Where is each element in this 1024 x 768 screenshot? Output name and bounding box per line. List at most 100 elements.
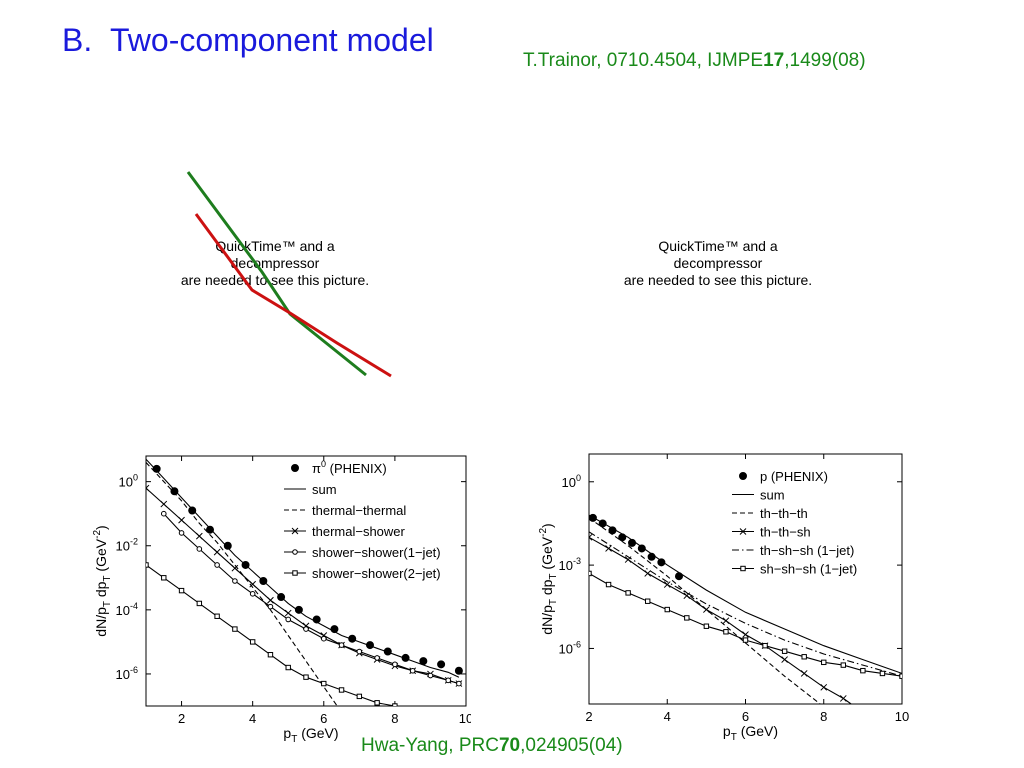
data-point [356, 693, 363, 700]
data-point [152, 464, 161, 473]
data-point [206, 525, 214, 534]
data-point [454, 666, 463, 675]
chart-svg: 2 4 6 8 10 100 10-2 10-4 10-6 pT (GeV) dN/pT dpT (… [92, 455, 471, 745]
citation-bottom-volume: 70 [498, 735, 521, 756]
series-sum [589, 514, 902, 674]
y-axis-label: dN/pT dpT (GeV-2) [92, 525, 113, 636]
data-point [161, 575, 167, 581]
x-axis-label: pT (GeV) [723, 723, 778, 743]
legend-marker [291, 464, 299, 472]
data-point [821, 659, 827, 666]
data-point [267, 652, 274, 658]
data-point [146, 562, 149, 568]
data-point [338, 687, 345, 693]
data-point [657, 558, 666, 567]
data-point [178, 587, 185, 594]
data-point [703, 623, 710, 629]
legend-marker [292, 549, 298, 555]
data-point [605, 545, 612, 552]
legend: π0 (PHENIX) sum thermal−thermal thermal−sho… [284, 459, 441, 581]
y-tick-label: 10-2 [116, 537, 138, 554]
slide-title: B. Two-component model [62, 22, 434, 59]
data-point [879, 670, 886, 677]
data-point [214, 562, 220, 568]
x-tick-label: 6 [320, 711, 327, 726]
data-point [820, 683, 828, 691]
series-shower-shower-1-jet [160, 510, 462, 687]
green-slope-line [186, 171, 367, 377]
data-point [374, 700, 380, 706]
series-line [589, 531, 902, 677]
x-tick-label: 10 [895, 709, 909, 724]
data-point [285, 616, 292, 623]
data-point [160, 510, 167, 517]
data-point [437, 660, 446, 669]
legend-entry: thermal−shower [284, 524, 406, 539]
data-point [644, 598, 651, 604]
data-point [294, 605, 303, 614]
data-point [409, 667, 416, 674]
data-point [195, 532, 203, 540]
data-point [392, 661, 398, 668]
data-point [249, 580, 257, 588]
y-axis-label: dN/pT dpT (GeV-2) [538, 523, 559, 634]
plot-frame [145, 455, 467, 707]
data-point [160, 500, 168, 508]
red-slope-line [194, 213, 392, 378]
data-point [860, 667, 866, 674]
data-point [303, 626, 309, 632]
data-point [684, 615, 690, 621]
legend-entry: th−th−sh [732, 525, 811, 540]
citation-bottom-pages: ,024905(04) [520, 735, 623, 756]
legend-marker [740, 565, 746, 572]
series-thermal-thermal [146, 462, 338, 706]
data-point [781, 648, 788, 654]
data-point [840, 662, 847, 668]
x-tick-label: 6 [742, 709, 749, 724]
citation-top-volume: 17 [763, 50, 785, 71]
data-point [899, 673, 902, 679]
legend: p (PHENIX) sum th−th−th th−th−sh th−sh−sh (1… [732, 469, 857, 577]
y-tick-label: 10-6 [559, 639, 581, 656]
data-point [178, 516, 185, 524]
data-point [644, 570, 652, 577]
placeholder-line: QuickTime™ and a [658, 238, 778, 254]
data-point [664, 606, 670, 613]
legend-marker [739, 528, 747, 535]
series-line [589, 514, 902, 674]
x-tick-label: 8 [391, 711, 398, 726]
data-point [742, 637, 749, 643]
series-line [146, 462, 338, 706]
legend-label: thermal−thermal [312, 503, 406, 518]
legend-entry: shower−shower(2−jet) [284, 566, 441, 581]
series-line [163, 513, 460, 685]
placeholder-line: are needed to see this picture. [180, 272, 370, 288]
data-point [303, 674, 309, 680]
legend-label: shower−shower(1−jet) [312, 545, 441, 560]
x-tick-label: 2 [178, 711, 185, 726]
legend-entry: thermal−thermal [284, 503, 406, 518]
data-point [196, 600, 203, 607]
x-tick-label: 4 [664, 709, 671, 724]
legend-label: th−sh−sh (1−jet) [760, 543, 854, 558]
series-th-th-sh [589, 533, 853, 704]
data-point [663, 581, 671, 588]
legend-label: th−th−th [760, 506, 808, 521]
data-point [231, 564, 239, 572]
series-line [146, 458, 460, 678]
data-point [249, 591, 256, 597]
x-tick-label: 10 [459, 711, 471, 726]
legend-label: π0 (PHENIX) [312, 459, 387, 476]
y-tick-label: 10-6 [116, 665, 138, 682]
legend-label: th−th−sh [760, 525, 811, 540]
title-text: Two-component model [110, 22, 434, 58]
data-point [285, 664, 291, 671]
quicktime-placeholder-right: QuickTime™ and a decompressor are needed… [583, 238, 853, 289]
legend-label: sum [312, 482, 337, 497]
legend-label: sum [760, 488, 785, 503]
legend-entry: th−sh−sh (1−jet) [732, 543, 854, 558]
legend-entry: sh−sh−sh (1−jet) [732, 562, 857, 577]
pi0-spectrum-chart: 2 4 6 8 10 100 10-2 10-4 10-6 pT (GeV) dN/pT dpT (… [86, 448, 471, 748]
series-line [589, 517, 822, 704]
